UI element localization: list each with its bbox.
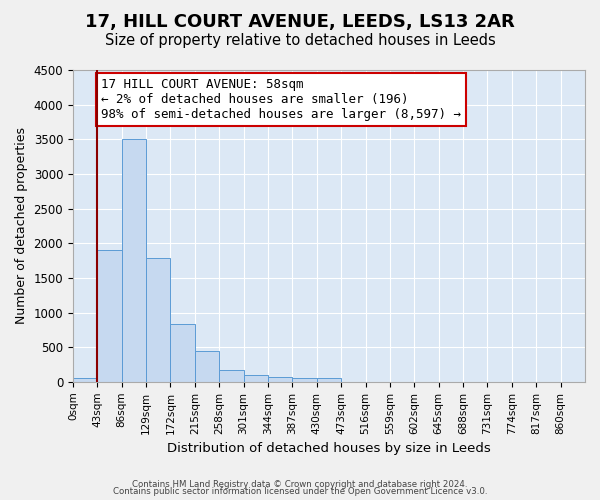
Bar (244, 375, 268, 382)
Text: Contains public sector information licensed under the Open Government Licence v3: Contains public sector information licen… (113, 488, 487, 496)
Bar (268, 378, 292, 382)
Bar (73, 378, 97, 382)
Text: Contains HM Land Registry data © Crown copyright and database right 2024.: Contains HM Land Registry data © Crown c… (132, 480, 468, 489)
Bar (219, 370, 244, 382)
X-axis label: Distribution of detached houses by size in Leeds: Distribution of detached houses by size … (167, 442, 491, 455)
Bar (97, 250, 122, 382)
Y-axis label: Number of detached properties: Number of detached properties (15, 128, 28, 324)
Text: 17, HILL COURT AVENUE, LEEDS, LS13 2AR: 17, HILL COURT AVENUE, LEEDS, LS13 2AR (85, 12, 515, 30)
Text: 17 HILL COURT AVENUE: 58sqm
← 2% of detached houses are smaller (196)
98% of sem: 17 HILL COURT AVENUE: 58sqm ← 2% of deta… (101, 78, 461, 122)
Bar (146, 258, 170, 382)
Bar (317, 378, 341, 382)
Bar (195, 350, 219, 382)
Bar (122, 140, 146, 382)
Text: Size of property relative to detached houses in Leeds: Size of property relative to detached ho… (104, 32, 496, 48)
Bar (170, 324, 195, 382)
Bar (292, 378, 317, 382)
